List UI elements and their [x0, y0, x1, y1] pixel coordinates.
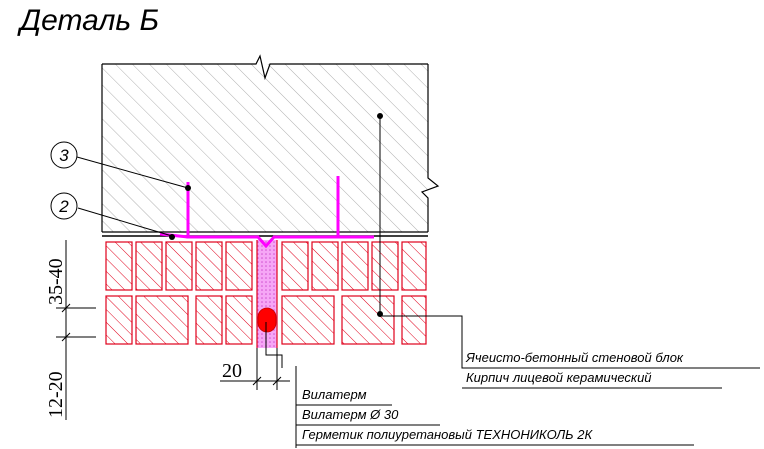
marker-3-label: 3	[59, 146, 69, 165]
vilaterm-cord	[257, 307, 277, 333]
dimension-35-40: 35-40	[45, 258, 67, 305]
brick	[311, 241, 339, 291]
brick	[225, 295, 253, 345]
brick	[281, 295, 335, 345]
marker-2-label: 2	[58, 197, 69, 216]
leader-dots	[169, 113, 383, 317]
dimension-12-20: 12-20	[45, 371, 67, 418]
callout-sealant: Герметик полиуретановый ТЕХНОНИКОЛЬ 2К	[302, 427, 593, 442]
brick	[341, 295, 395, 345]
brick	[165, 241, 193, 291]
facing-brick-wall	[105, 241, 427, 345]
brick	[195, 295, 223, 345]
vertical-dimension	[56, 240, 96, 420]
callout-facing-brick: Кирпич лицевой керамический	[466, 370, 652, 385]
dimension-20: 20	[222, 360, 242, 382]
horizontal-dimension	[220, 348, 290, 390]
callout-vilaterm: Вилатерм	[302, 387, 367, 402]
aerated-concrete-block	[101, 54, 440, 232]
brick	[401, 295, 427, 345]
marker-3: 3	[50, 141, 78, 169]
brick	[281, 241, 309, 291]
marker-2: 2	[50, 192, 78, 220]
brick	[105, 241, 133, 291]
leader-lines	[76, 116, 760, 448]
brick	[371, 241, 399, 291]
brick	[401, 241, 427, 291]
detail-title: Деталь Б	[20, 4, 160, 37]
brick	[341, 241, 369, 291]
brick	[195, 241, 223, 291]
callout-aerated-block: Ячеисто-бетонный стеновой блок	[465, 350, 684, 365]
brick	[135, 241, 163, 291]
brick	[225, 241, 253, 291]
callout-vilaterm-30: Вилатерм Ø 30	[302, 407, 399, 422]
brick	[105, 295, 133, 345]
brick	[135, 295, 189, 345]
